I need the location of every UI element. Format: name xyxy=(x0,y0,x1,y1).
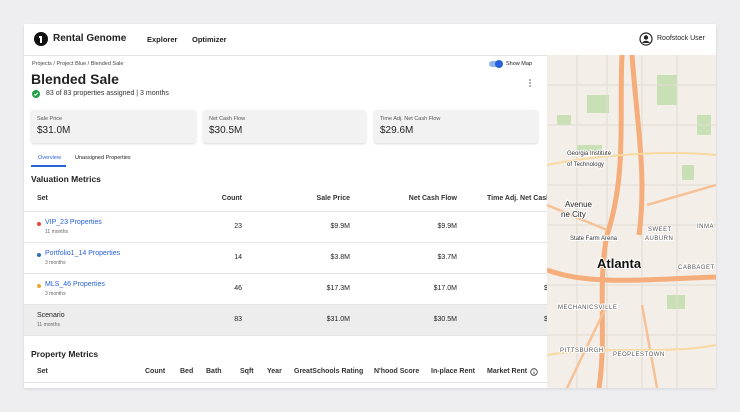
map-label: Avenue xyxy=(565,200,593,209)
map-label: AUBURN xyxy=(645,236,673,242)
set-dot xyxy=(37,253,41,257)
user-icon[interactable] xyxy=(639,32,653,46)
cell: $3.8M xyxy=(330,254,350,261)
cell: 23 xyxy=(234,223,242,230)
card-label: Time Adj. Net Cash Flow xyxy=(380,116,441,122)
crumb: Blended Sale xyxy=(90,61,124,67)
map-label: SWEET xyxy=(648,227,672,233)
set-sub: 3 months xyxy=(45,260,66,266)
map-label: INMA xyxy=(697,224,714,230)
map-label: State Farm Arena xyxy=(570,236,618,242)
column-header: GreatSchools Rating xyxy=(294,368,364,375)
crumb[interactable]: Project Blue xyxy=(56,61,87,67)
map-label: of Technology xyxy=(567,162,604,168)
set-sub: 11 months xyxy=(45,229,68,235)
set-name: MLS_46 Properties xyxy=(45,281,105,288)
table-row[interactable]: Scenario 11 months 83 $31.0M $30.5M $ xyxy=(24,305,547,336)
column-header: N'hood Score xyxy=(374,368,420,375)
cell: 14 xyxy=(234,254,242,261)
table-row[interactable]: Portfolio1_14 Properties 3 months 14 $3.8M $… xyxy=(24,243,547,274)
map-label: MECHANICSVILLE xyxy=(558,305,617,311)
cell: 46 xyxy=(234,285,242,292)
set-dot xyxy=(37,284,41,288)
kebab-menu[interactable] xyxy=(528,78,532,88)
set-sub: 11 months xyxy=(37,322,60,328)
logo xyxy=(34,32,48,46)
nav-link[interactable]: Explorer xyxy=(147,35,178,44)
cell: $3.7M xyxy=(437,254,457,261)
valuation-table: Set Count Sale Price Net Cash Flow Time Adj.… xyxy=(24,186,547,336)
map-label: CABBAGET xyxy=(678,265,715,271)
metric-card: Net Cash Flow $30.5M xyxy=(203,110,366,143)
column-header: Bath xyxy=(206,368,222,375)
column-header: Count xyxy=(221,195,242,202)
app: Rental Genome Explorer Optimizer Roofsto… xyxy=(24,24,716,388)
tab[interactable]: Unassigned Properties xyxy=(75,155,131,161)
map-label: PEOPLESTOWN xyxy=(613,352,665,358)
column-header: Sqft xyxy=(240,368,254,375)
column-header: Bed xyxy=(180,368,194,375)
table-row[interactable]: VIP_23 Properties 11 months 23 $9.9M $9.9M xyxy=(24,212,547,243)
cell: $17.3M xyxy=(326,285,350,292)
card-label: Net Cash Flow xyxy=(209,116,246,122)
subtitle: 83 of 83 properties assigned | 3 months xyxy=(46,90,169,97)
row-divider xyxy=(24,211,547,212)
card-value: $29.6M xyxy=(380,125,414,136)
column-header: Set xyxy=(37,195,48,202)
info-icon[interactable] xyxy=(530,368,538,376)
set-sub: 3 months xyxy=(45,291,66,297)
cell: $ xyxy=(544,285,547,292)
section-heading: Valuation Metrics xyxy=(31,174,101,184)
toggle-label[interactable]: Show Map xyxy=(506,61,532,67)
cell: $30.5M xyxy=(433,316,457,323)
card-label: Sale Price xyxy=(37,116,63,122)
cell: $9.9M xyxy=(330,223,350,230)
column-header: Year xyxy=(267,368,282,375)
toggle[interactable] xyxy=(489,60,503,68)
tab-underline xyxy=(31,165,66,167)
cell: $ xyxy=(544,316,547,323)
card-value: $31.0M xyxy=(37,125,71,136)
check-icon xyxy=(32,90,40,98)
user-name[interactable]: Roofstock User xyxy=(657,35,705,42)
column-header: Net Cash Flow xyxy=(408,195,457,202)
top-bar xyxy=(24,24,716,56)
cell: $9.9M xyxy=(437,223,457,230)
metric-card: Sale Price $31.0M xyxy=(31,110,196,143)
card-value: $30.5M xyxy=(209,125,243,136)
page-title: Blended Sale xyxy=(31,71,119,87)
map-label: Georgia Institute xyxy=(567,151,612,157)
property-table-header: Set Count Bed Bath Sqft Year GreatSchools Rati… xyxy=(24,362,547,383)
table-row[interactable]: MLS_46 Properties 3 months 46 $17.3M $17.0M $ xyxy=(24,274,547,305)
nav-link[interactable]: Optimizer xyxy=(192,35,227,44)
set-name: Portfolio1_14 Properties xyxy=(45,250,121,257)
column-header: Count xyxy=(145,368,166,375)
set-name: VIP_23 Properties xyxy=(45,219,102,226)
metric-card: Time Adj. Net Cash Flow $29.6M xyxy=(374,110,538,143)
column-header: In-place Rent xyxy=(431,368,475,375)
map-label: PITTSBURGH xyxy=(560,348,604,354)
tab-active[interactable]: Overview xyxy=(38,155,61,161)
crumb[interactable]: Projects xyxy=(32,61,52,67)
column-header: Set xyxy=(37,368,48,375)
sep: / xyxy=(87,61,90,67)
cell: $31.0M xyxy=(326,316,350,323)
section-heading: Property Metrics xyxy=(31,349,99,359)
sep: / xyxy=(53,61,55,67)
map-label: Atlanta xyxy=(597,256,642,271)
cell: $17.0M xyxy=(433,285,457,292)
column-header: Time Adj. Net Cash xyxy=(487,195,547,202)
breadcrumb: Projects / Project Blue / Blended Sale xyxy=(32,61,123,67)
column-header: Market Rent xyxy=(487,368,528,375)
map-label: ne City xyxy=(561,210,586,219)
set-dot xyxy=(37,222,41,226)
cell: 83 xyxy=(234,316,242,323)
column-header: Sale Price xyxy=(316,195,350,202)
set-name: Scenario xyxy=(37,312,65,319)
brand: Rental Genome xyxy=(53,33,127,44)
